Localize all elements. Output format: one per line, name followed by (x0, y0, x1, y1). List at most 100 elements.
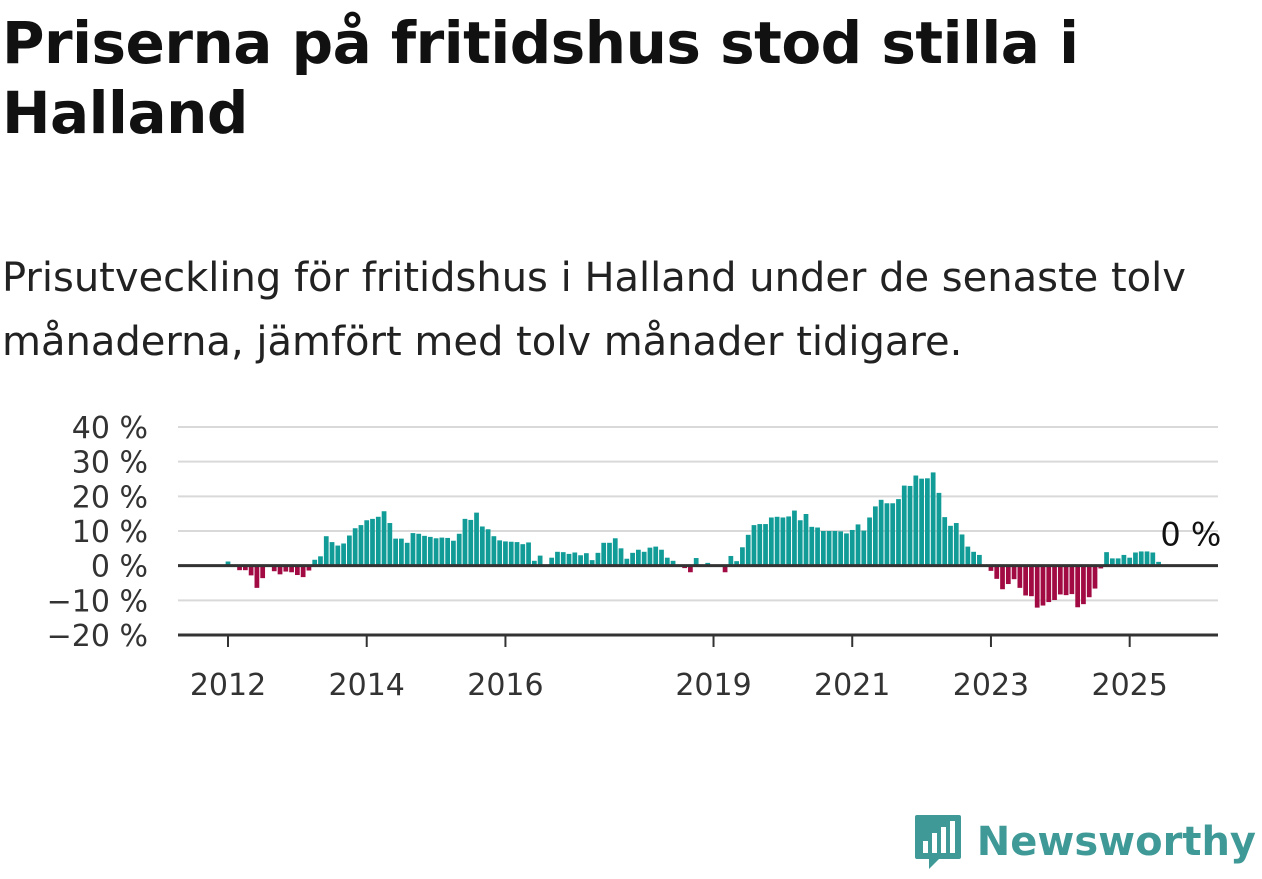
bar (370, 518, 375, 566)
bar (872, 506, 878, 566)
bar (630, 552, 635, 566)
bar (526, 542, 531, 566)
bar (797, 520, 803, 566)
bar (763, 524, 768, 566)
y-tick-label: 30 % (72, 446, 148, 481)
bar (1075, 565, 1081, 608)
bar (607, 542, 612, 566)
bar (693, 558, 699, 566)
bar (907, 485, 913, 566)
bar (1104, 552, 1109, 566)
x-tick-label: 2014 (329, 668, 405, 703)
end-value-label: 0 % (1160, 516, 1221, 554)
bar (849, 529, 855, 566)
bar (1121, 554, 1127, 566)
bar (1127, 557, 1133, 566)
bar (774, 516, 780, 566)
bar (583, 553, 589, 566)
bar (1109, 558, 1115, 566)
bar (503, 541, 508, 566)
y-tick-label: 10 % (72, 515, 148, 550)
bar (1005, 565, 1011, 585)
x-tick-label: 2025 (1092, 668, 1168, 703)
bar (815, 527, 820, 566)
y-tick-label: 0 % (91, 550, 148, 585)
bar (566, 553, 572, 566)
brand-name: Newsworthy (976, 819, 1256, 865)
x-tick-label: 2019 (675, 668, 751, 703)
bar (439, 537, 445, 566)
bar (878, 499, 884, 566)
bar (451, 540, 456, 566)
bar (745, 534, 751, 566)
bar (531, 560, 537, 566)
bar (352, 528, 358, 566)
bar (612, 538, 618, 566)
bar (751, 525, 757, 566)
bar (306, 565, 312, 571)
bar (260, 565, 266, 579)
bar (953, 523, 959, 566)
bar (901, 485, 907, 566)
bar (1069, 565, 1075, 595)
bar (1029, 565, 1034, 597)
bar (838, 531, 844, 566)
bar (792, 510, 797, 566)
bar (925, 478, 930, 566)
bar (364, 520, 370, 566)
bars (225, 472, 1161, 608)
newsworthy-logo-icon (914, 815, 961, 869)
bar (225, 561, 231, 566)
bar (433, 538, 439, 566)
bar (1092, 565, 1098, 589)
bar (520, 544, 526, 566)
bar (1011, 565, 1017, 580)
bar (786, 516, 792, 566)
bar (445, 537, 451, 566)
bar (318, 556, 323, 566)
bar (1040, 565, 1046, 606)
bar (422, 535, 427, 566)
chart-title: Priserna på fritidshus stod stilla i Hal… (2, 9, 1079, 147)
bar (1017, 565, 1023, 588)
bar (855, 524, 861, 566)
bar (768, 517, 774, 566)
bar (347, 535, 352, 566)
x-axis: 2012 2014 2016 2019 2021 2023 2025 (178, 564, 1218, 703)
bar (329, 542, 335, 566)
bar (283, 565, 289, 572)
bar (965, 546, 971, 566)
bar (404, 542, 410, 566)
brand-logo: Newsworthy (913, 813, 1256, 871)
bar (803, 514, 809, 566)
bar (757, 524, 763, 566)
bar (844, 533, 849, 566)
x-tick-label: 2023 (953, 668, 1029, 703)
bar (474, 512, 479, 566)
bar (867, 517, 872, 566)
bar (479, 526, 485, 566)
bar (560, 552, 566, 566)
bar (358, 525, 364, 566)
bar (971, 551, 976, 566)
bar (1023, 565, 1029, 596)
bar (896, 499, 901, 566)
bar (271, 565, 277, 572)
bar (1081, 565, 1086, 605)
x-tick-label: 2012 (190, 668, 266, 703)
bar (572, 552, 578, 566)
bar (780, 517, 786, 566)
bar (618, 548, 624, 566)
bar (948, 525, 953, 566)
bar (289, 565, 294, 573)
bar (416, 533, 422, 566)
bar (323, 536, 329, 566)
bar (485, 529, 491, 566)
bar (393, 538, 398, 566)
bar (589, 560, 595, 566)
x-tick-label: 2021 (814, 668, 890, 703)
bar (670, 560, 676, 566)
bar (399, 538, 404, 566)
bar (578, 555, 583, 566)
bar (734, 561, 740, 566)
